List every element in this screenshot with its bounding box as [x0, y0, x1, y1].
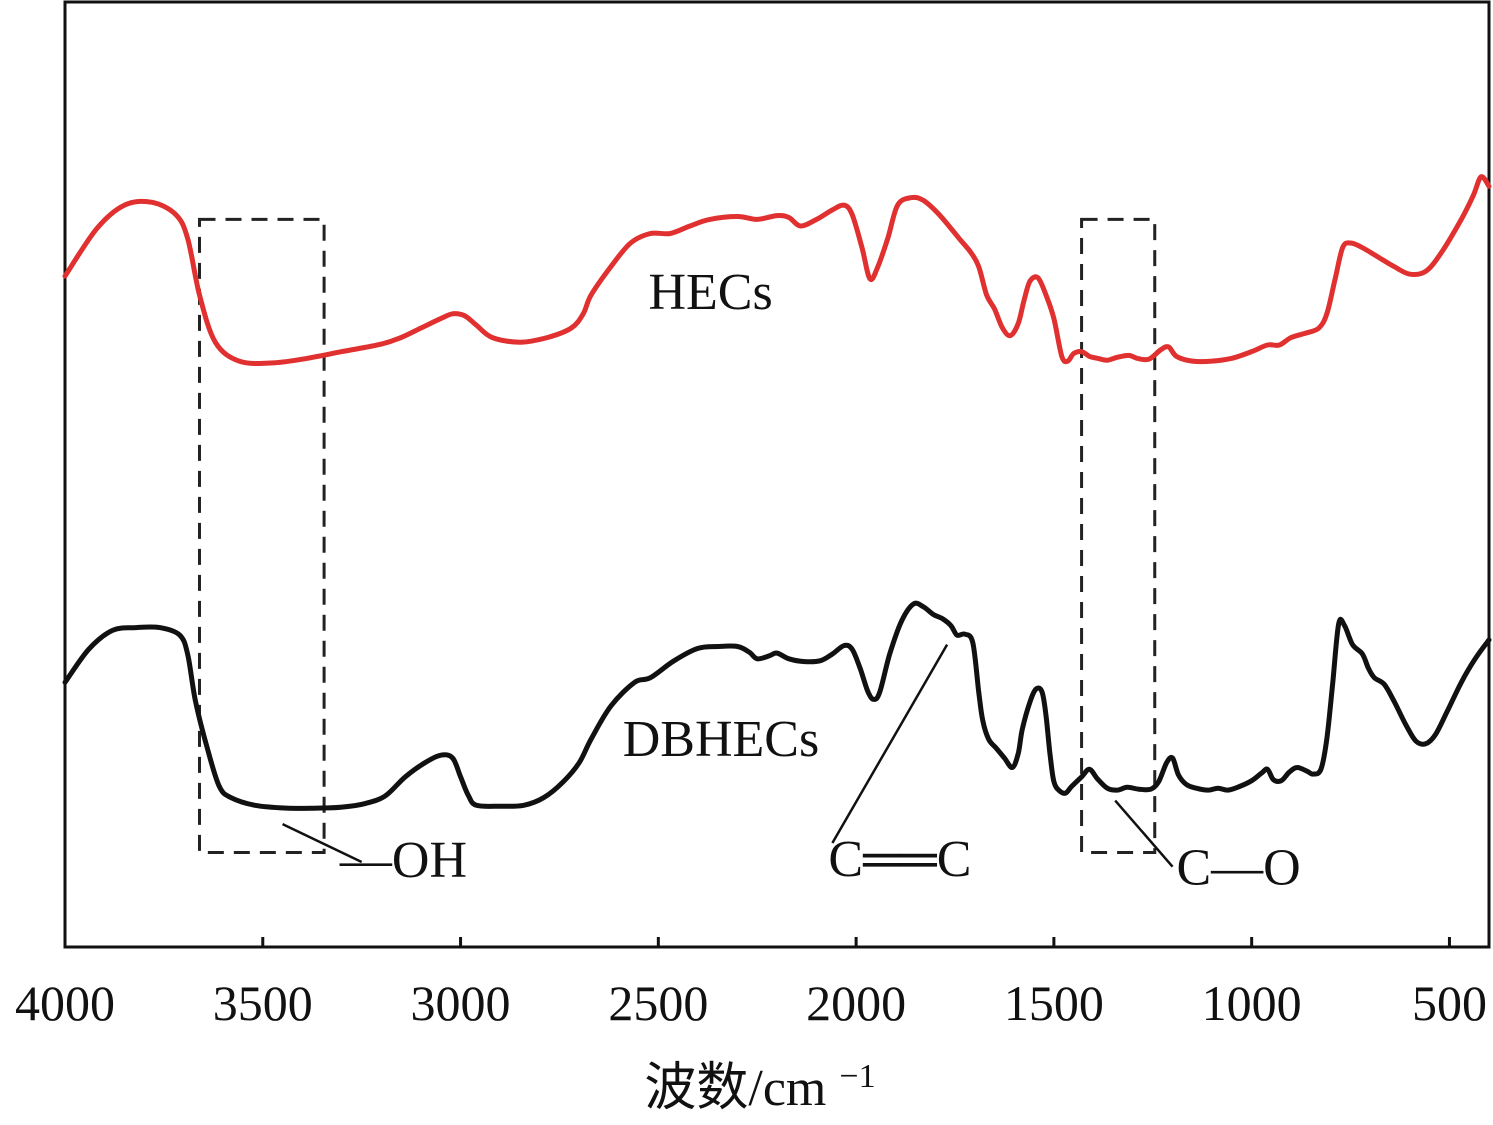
- series-label-dbhecs: DBHECs: [623, 711, 819, 768]
- annotation-label-0: —OH: [339, 832, 467, 889]
- x-axis: 4000 3500 3000 2500 2000 1500 1000 500: [15, 937, 1487, 1031]
- x-tick-label-3500: 3500: [213, 975, 313, 1031]
- annotation-label-2: C—O: [1177, 840, 1301, 897]
- plot-frame: [63, 0, 1491, 949]
- x-tick-label-2000: 2000: [806, 975, 906, 1031]
- x-tick-label-4000: 4000: [15, 975, 115, 1031]
- annotation-leader-2: [1114, 799, 1174, 868]
- x-tick-label-2500: 2500: [608, 975, 708, 1031]
- annotations: —OH C══C C—O: [282, 643, 1301, 897]
- series-line-dbhecs: [62, 600, 1492, 811]
- highlight-box-1: [1080, 217, 1157, 855]
- x-tick-label-500: 500: [1412, 975, 1487, 1031]
- x-tick-label-1000: 1000: [1202, 975, 1302, 1031]
- annotation-label-1: C══C: [828, 831, 971, 888]
- x-axis-title-main: 波数/cm: [644, 1060, 826, 1117]
- series-labels: HECs DBHECs: [623, 264, 819, 768]
- series-line-hecs: [62, 174, 1492, 366]
- highlight-boxes: [197, 217, 1157, 855]
- x-tick-label-1500: 1500: [1004, 975, 1104, 1031]
- annotation-leader-1: [831, 643, 949, 844]
- highlight-box-0: [197, 217, 326, 855]
- x-tick-label-3000: 3000: [411, 975, 511, 1031]
- annotation-leader-0: [282, 823, 363, 864]
- x-axis-title: 波数/cm −1: [644, 1058, 875, 1118]
- x-axis-title-sup: −1: [839, 1058, 875, 1095]
- series-lines: [62, 174, 1492, 811]
- series-label-hecs: HECs: [648, 264, 772, 321]
